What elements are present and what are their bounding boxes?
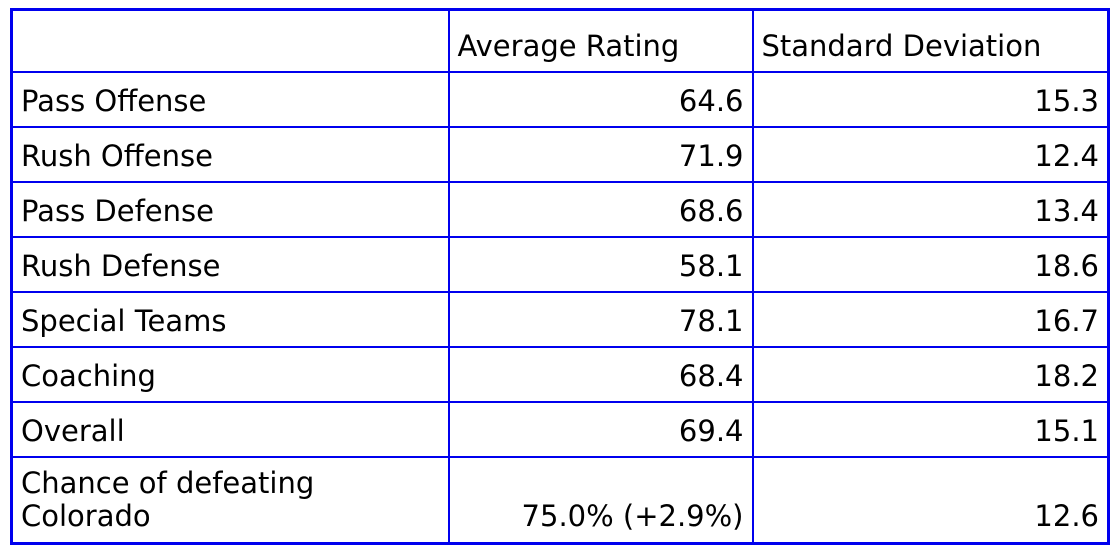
table-row-chance-of-defeating-colorado: Chance of defeating Colorado 75.0% (+2.9… bbox=[10, 456, 1110, 544]
row-label: Pass Defense bbox=[10, 181, 450, 238]
avg-rating-value: 64.6 bbox=[447, 71, 754, 128]
std-dev-value: 12.4 bbox=[751, 126, 1110, 183]
avg-rating-value: 69.4 bbox=[447, 401, 754, 458]
std-dev-value: 15.1 bbox=[751, 401, 1110, 458]
column-header-average-rating: Average Rating bbox=[447, 8, 754, 73]
std-dev-value: 18.2 bbox=[751, 346, 1110, 403]
table-row-pass-defense: Pass Defense 68.6 13.4 bbox=[10, 181, 1110, 238]
table-row-rush-defense: Rush Defense 58.1 18.6 bbox=[10, 236, 1110, 293]
row-label: Rush Offense bbox=[10, 126, 450, 183]
std-dev-value: 16.7 bbox=[751, 291, 1110, 348]
ratings-table: Average Rating Standard Deviation Pass O… bbox=[10, 8, 1110, 545]
row-label: Special Teams bbox=[10, 291, 450, 348]
avg-rating-value: 58.1 bbox=[447, 236, 754, 293]
std-dev-value: 15.3 bbox=[751, 71, 1110, 128]
row-label: Coaching bbox=[10, 346, 450, 403]
avg-rating-value: 68.6 bbox=[447, 181, 754, 238]
std-dev-value: 12.6 bbox=[751, 456, 1110, 544]
std-dev-value: 18.6 bbox=[751, 236, 1110, 293]
avg-rating-value: 71.9 bbox=[447, 126, 754, 183]
std-dev-value: 13.4 bbox=[751, 181, 1110, 238]
table-row-coaching: Coaching 68.4 18.2 bbox=[10, 346, 1110, 403]
row-label: Chance of defeating Colorado bbox=[10, 456, 450, 544]
table-row-overall: Overall 69.4 15.1 bbox=[10, 401, 1110, 458]
column-header-standard-deviation: Standard Deviation bbox=[751, 8, 1110, 73]
header-row: Average Rating Standard Deviation bbox=[10, 8, 1110, 73]
row-label: Overall bbox=[10, 401, 450, 458]
avg-rating-value: 78.1 bbox=[447, 291, 754, 348]
row-label: Pass Offense bbox=[10, 71, 450, 128]
table-row-rush-offense: Rush Offense 71.9 12.4 bbox=[10, 126, 1110, 183]
table-row-pass-offense: Pass Offense 64.6 15.3 bbox=[10, 71, 1110, 128]
avg-rating-value: 68.4 bbox=[447, 346, 754, 403]
avg-rating-value: 75.0% (+2.9%) bbox=[447, 456, 754, 544]
table-row-special-teams: Special Teams 78.1 16.7 bbox=[10, 291, 1110, 348]
row-label: Rush Defense bbox=[10, 236, 450, 293]
corner-header-cell bbox=[10, 8, 450, 73]
